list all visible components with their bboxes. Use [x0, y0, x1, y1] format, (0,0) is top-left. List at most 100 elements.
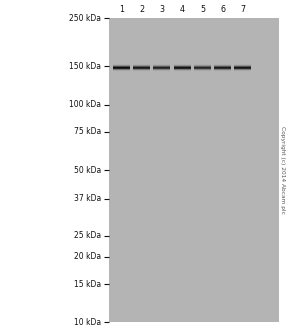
Bar — [234, 63, 251, 64]
Bar — [234, 67, 251, 68]
Bar — [214, 68, 231, 69]
Bar — [153, 65, 170, 66]
Bar — [153, 68, 170, 69]
Bar — [153, 69, 170, 70]
Bar — [214, 67, 231, 68]
Bar — [194, 64, 211, 65]
Bar — [174, 69, 191, 70]
Text: 25 kDa: 25 kDa — [74, 231, 101, 240]
Bar — [133, 64, 150, 65]
Bar — [194, 69, 211, 70]
Text: Copyright (c) 2014 Abcam plc: Copyright (c) 2014 Abcam plc — [280, 126, 285, 214]
Bar — [174, 67, 191, 68]
Bar — [153, 68, 170, 69]
Bar — [113, 64, 130, 65]
Bar — [234, 66, 251, 67]
Bar — [133, 64, 150, 65]
Text: 6: 6 — [220, 5, 225, 14]
Text: 10 kDa: 10 kDa — [74, 318, 101, 327]
Bar — [174, 66, 191, 67]
Bar — [194, 68, 211, 69]
Bar — [214, 66, 231, 67]
Text: 4: 4 — [180, 5, 185, 14]
Bar — [194, 64, 211, 65]
Bar — [214, 67, 231, 68]
Bar — [153, 66, 170, 67]
Bar — [234, 69, 251, 70]
Bar — [153, 63, 170, 64]
Bar — [214, 70, 231, 71]
Bar — [113, 67, 130, 68]
Bar — [113, 67, 130, 68]
Bar — [174, 70, 191, 71]
Text: 1: 1 — [119, 5, 124, 14]
Bar — [214, 68, 231, 69]
Bar — [174, 69, 191, 70]
Bar — [133, 65, 150, 66]
Text: 100 kDa: 100 kDa — [69, 100, 101, 109]
Bar — [113, 68, 130, 69]
Bar — [234, 65, 251, 66]
Bar — [214, 66, 231, 67]
Bar — [113, 64, 130, 65]
Bar — [133, 65, 150, 66]
Bar — [194, 65, 211, 66]
Bar — [194, 70, 211, 71]
Bar — [174, 67, 191, 68]
Bar — [113, 68, 130, 69]
Bar — [234, 71, 251, 72]
Bar — [234, 70, 251, 71]
Bar — [113, 70, 130, 71]
Bar — [153, 67, 170, 68]
Bar — [214, 68, 231, 69]
Text: 75 kDa: 75 kDa — [74, 127, 101, 137]
Bar — [133, 67, 150, 68]
Bar — [153, 64, 170, 65]
Text: 7: 7 — [240, 5, 245, 14]
Bar — [133, 69, 150, 70]
Bar — [113, 67, 130, 68]
Bar — [214, 70, 231, 71]
Text: 50 kDa: 50 kDa — [74, 166, 101, 175]
Bar — [194, 69, 211, 70]
Text: 150 kDa: 150 kDa — [69, 62, 101, 71]
Bar — [234, 69, 251, 70]
Bar — [133, 68, 150, 69]
Bar — [174, 68, 191, 69]
Bar — [113, 70, 130, 71]
Bar — [194, 64, 211, 65]
Bar — [133, 66, 150, 67]
Bar — [133, 70, 150, 71]
Bar — [234, 64, 251, 65]
Bar — [174, 65, 191, 66]
Bar — [174, 64, 191, 65]
Bar — [234, 64, 251, 65]
Bar — [153, 64, 170, 65]
Text: 2: 2 — [139, 5, 144, 14]
Bar — [153, 66, 170, 67]
Bar — [194, 69, 211, 70]
Bar — [174, 64, 191, 65]
Bar — [174, 68, 191, 69]
Bar — [113, 69, 130, 70]
Bar — [214, 67, 231, 68]
Bar — [194, 71, 211, 72]
Bar — [133, 70, 150, 71]
Bar — [234, 66, 251, 67]
Bar — [153, 67, 170, 68]
Bar — [174, 67, 191, 68]
Bar — [214, 63, 231, 64]
Bar — [194, 66, 211, 67]
Bar — [174, 70, 191, 71]
Bar — [194, 65, 211, 66]
Bar — [133, 71, 150, 72]
Bar — [153, 70, 170, 71]
Bar — [133, 67, 150, 68]
Bar — [234, 68, 251, 69]
Bar — [133, 69, 150, 70]
Bar — [194, 67, 211, 68]
Bar — [214, 65, 231, 66]
Bar — [133, 63, 150, 64]
Text: 20 kDa: 20 kDa — [74, 252, 101, 261]
Bar — [234, 65, 251, 66]
